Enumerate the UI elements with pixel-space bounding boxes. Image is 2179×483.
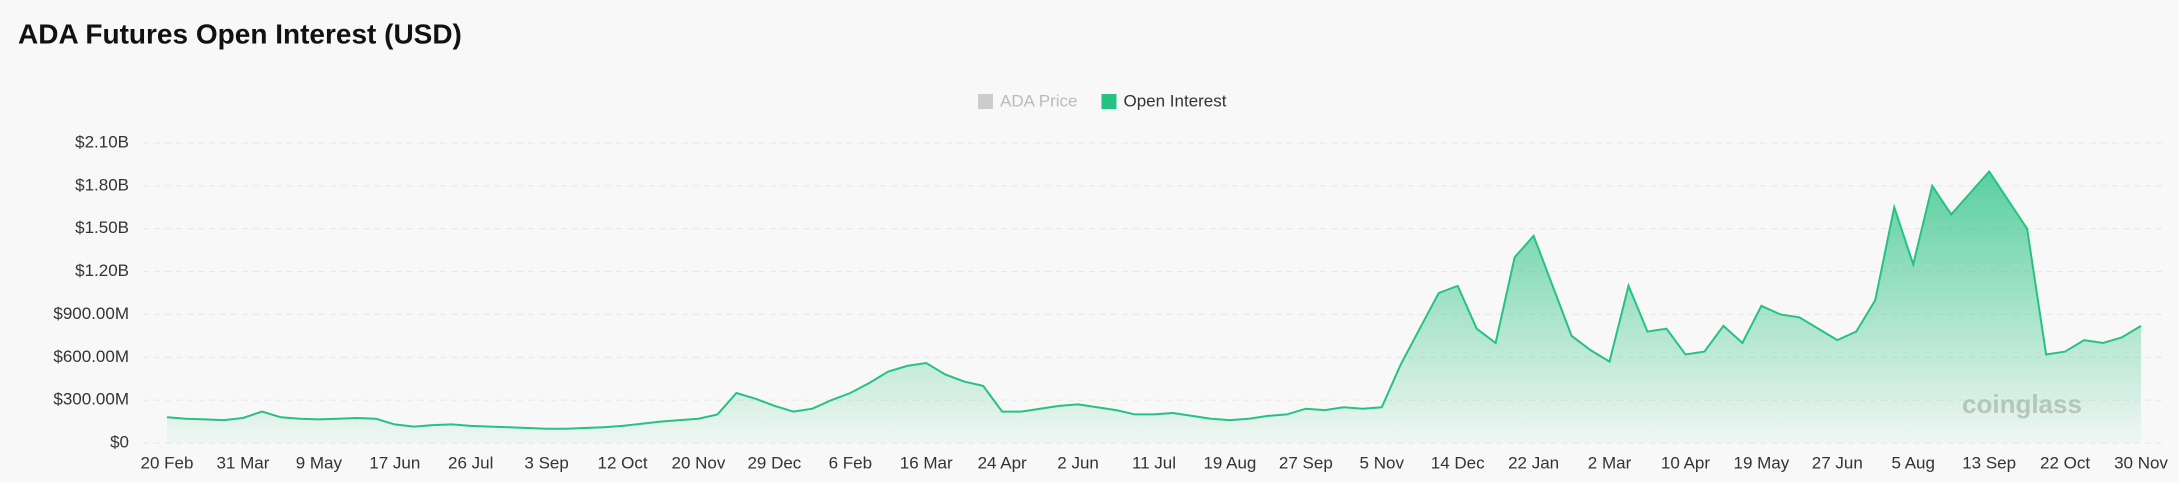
x-tick-label: 27 Jun [1812,453,1863,472]
y-tick-label: $0 [110,432,129,451]
x-tick-label: 14 Dec [1431,453,1485,472]
x-tick-label: 13 Sep [1962,453,2016,472]
x-tick-label: 26 Jul [448,453,493,472]
x-tick-label: 12 Oct [597,453,647,472]
x-tick-label: 27 Sep [1279,453,1333,472]
x-tick-label: 22 Oct [2040,453,2090,472]
x-tick-label: 5 Nov [1360,453,1405,472]
x-tick-label: 10 Apr [1661,453,1710,472]
y-tick-label: $1.20B [75,261,129,280]
x-tick-label: 5 Aug [1891,453,1935,472]
chart-title: ADA Futures Open Interest (USD) [18,18,462,49]
y-tick-label: $1.50B [75,218,129,237]
x-tick-label: 2 Mar [1588,453,1632,472]
x-tick-label: 24 Apr [978,453,1027,472]
x-tick-label: 19 Aug [1203,453,1256,472]
legend-label[interactable]: Open Interest [1123,91,1226,110]
x-tick-label: 3 Sep [524,453,568,472]
y-tick-label: $300.00M [53,390,129,409]
x-tick-label: 9 May [296,453,343,472]
legend-swatch[interactable] [1101,94,1117,109]
x-tick-label: 20 Feb [141,453,194,472]
x-tick-label: 29 Dec [747,453,801,472]
y-tick-label: $900.00M [53,304,129,323]
x-tick-label: 6 Feb [829,453,872,472]
y-tick-label: $1.80B [75,175,129,194]
x-tick-label: 22 Jan [1508,453,1559,472]
legend-swatch[interactable] [978,94,993,109]
y-tick-label: $600.00M [53,347,129,366]
legend-label[interactable]: ADA Price [1000,91,1077,110]
x-tick-label: 2 Jun [1057,453,1099,472]
x-tick-label: 31 Mar [216,453,269,472]
x-tick-label: 19 May [1734,453,1790,472]
x-tick-label: 17 Jun [369,453,420,472]
area-fill [167,171,2141,444]
x-tick-label: 20 Nov [672,453,726,472]
x-tick-label: 30 Nov [2114,453,2168,472]
y-tick-label: $2.10B [75,132,129,151]
x-tick-label: 16 Mar [900,453,953,472]
area-line [166,169,2142,430]
x-tick-label: 11 Jul [1132,453,1176,472]
